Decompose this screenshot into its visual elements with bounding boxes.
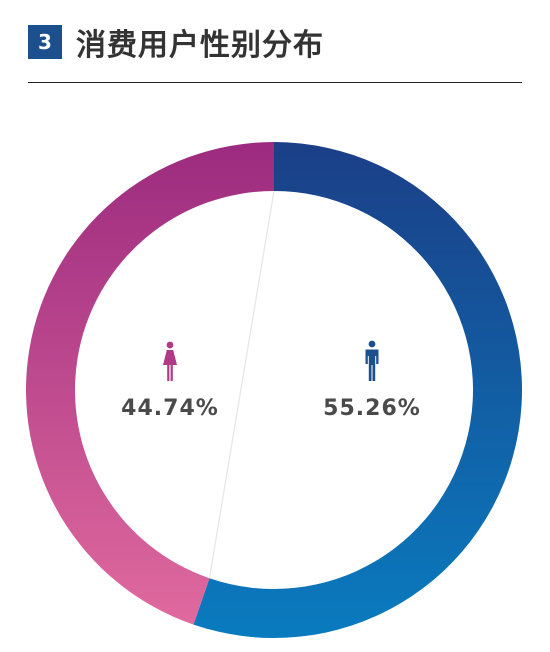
male-slice	[193, 142, 522, 638]
male-percent-label: 55.26%	[323, 396, 421, 421]
female-slice	[25, 142, 274, 625]
female-icon	[163, 341, 177, 381]
section-number-badge: 3	[28, 25, 62, 59]
female-percent-label: 44.74%	[121, 396, 219, 421]
center-divider-line	[208, 190, 275, 579]
header-divider	[28, 82, 522, 83]
section-title: 消费用户性别分布	[76, 28, 324, 63]
section-header: 3 消费用户性别分布	[28, 20, 324, 64]
male-icon	[365, 340, 379, 381]
